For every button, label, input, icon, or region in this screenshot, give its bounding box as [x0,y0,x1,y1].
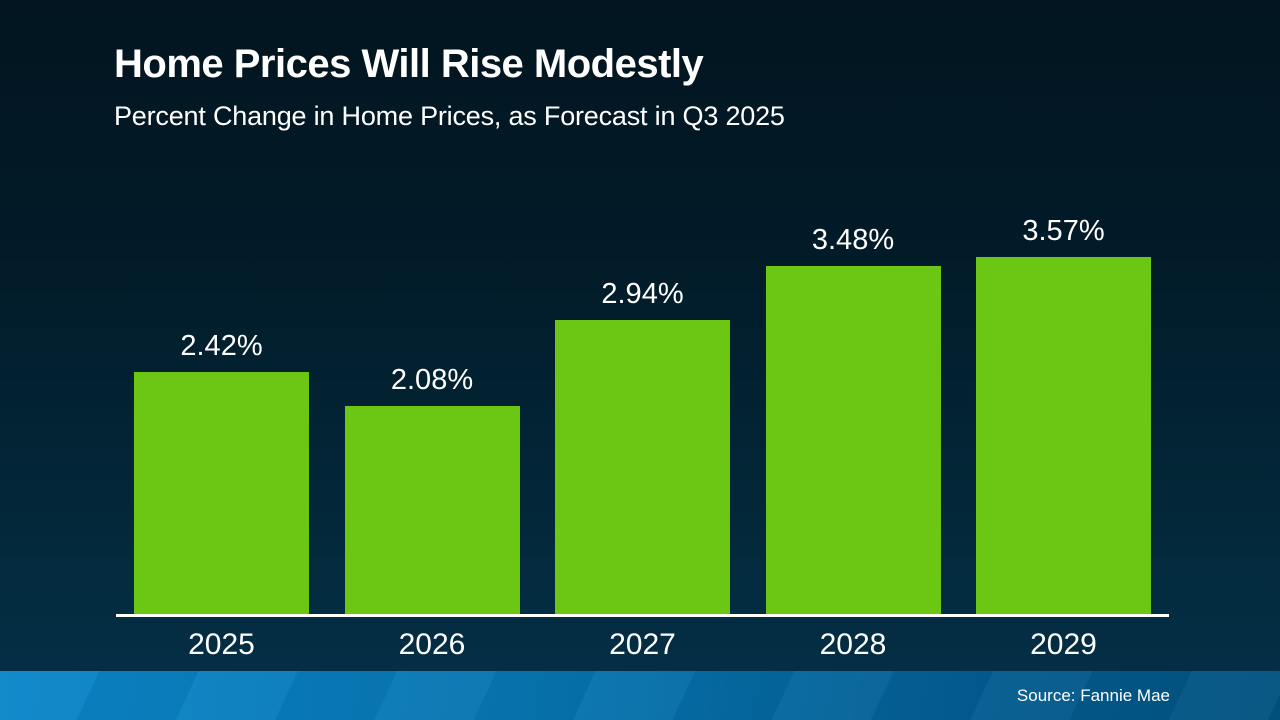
bar-group-2026: 2.08% [344,364,520,614]
bar-2025 [134,372,309,614]
bar-value-label-2029: 3.57% [1022,215,1105,247]
bar-value-label-2027: 2.94% [601,278,684,310]
bar-value-label-2025: 2.42% [180,330,263,362]
chart-subtitle: Percent Change in Home Prices, as Foreca… [114,101,785,131]
bar-2028 [765,266,941,614]
x-axis-label-2025: 2025 [188,628,255,661]
footer-bar: Source: Fannie Mae [0,671,1280,720]
x-axis-label-2026: 2026 [398,628,466,661]
bar-2027 [555,320,730,614]
x-axis-label-2028: 2028 [819,628,887,661]
bar-group-2028: 3.48% [765,224,941,614]
bar-group-2025: 2.42% [134,332,309,614]
x-axis-labels: 2025 2026 2027 2028 2029 [134,630,1151,660]
x-axis-line [116,614,1169,617]
x-axis-label-2027: 2027 [609,628,676,661]
x-axis-label-2029: 2029 [1030,628,1097,661]
bars-row: 2.42% 2.08% 2.94% 3.48% 3.57% [134,217,1151,614]
chart-title: Home Prices Will Rise Modestly [114,42,704,86]
bar-group-2027: 2.94% [555,280,730,614]
bar-2026 [344,406,520,614]
bar-value-label-2028: 3.48% [811,224,895,256]
bar-2029 [976,257,1151,614]
chart-header: Home Prices Will Rise Modestly Percent C… [114,44,785,130]
bar-group-2029: 3.57% [976,217,1151,614]
bar-value-label-2026: 2.08% [390,364,474,396]
source-label: Source: Fannie Mae [1016,686,1170,705]
